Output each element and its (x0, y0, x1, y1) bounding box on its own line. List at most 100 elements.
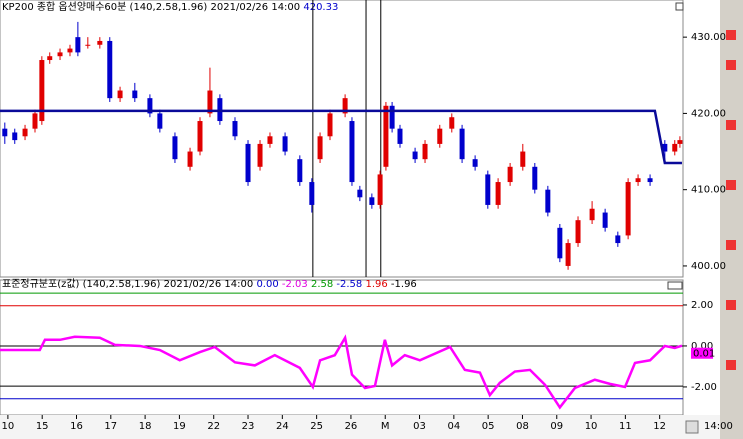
candle-body (357, 189, 363, 198)
x-tick-label: 19 (173, 421, 186, 432)
x-tick-label: 26 (345, 421, 358, 432)
candle-body (97, 40, 103, 45)
x-tick-label: 25 (310, 421, 323, 432)
x-end-label: 14:00 (704, 421, 733, 432)
candle-body (132, 90, 138, 99)
candle-body (157, 113, 163, 129)
candle-body (172, 136, 178, 160)
last-value: 420.33 (303, 2, 338, 13)
zoom-button[interactable] (685, 420, 699, 434)
candle-body (32, 113, 38, 129)
candle-body (47, 56, 53, 61)
level-line (0, 109, 682, 165)
candle-body (342, 98, 348, 114)
candle-body (575, 220, 581, 244)
readout: 1.96 (365, 279, 387, 290)
x-tick-label: 22 (207, 421, 220, 432)
title: KP200 종합 옵션양매수60분 (2, 1, 126, 13)
x-tick-label: 23 (242, 421, 255, 432)
candle-body (369, 197, 375, 205)
x-tick-label: 09 (550, 421, 563, 432)
candle-body (117, 90, 123, 99)
title: 표준정규분포(z값) (2, 278, 80, 290)
candle-body (397, 128, 403, 144)
x-tick-label: 03 (413, 421, 426, 432)
candle-body (2, 128, 8, 137)
datetime: 2021/02/26 14:00 (211, 2, 301, 13)
y-tick-label: 420.00 (691, 108, 726, 119)
candle-body (565, 243, 571, 266)
x-tick-label: 10 (585, 421, 598, 432)
candle-body (245, 143, 251, 183)
candle-body (485, 174, 491, 205)
candle-body (317, 136, 323, 160)
readout: -1.96 (391, 279, 417, 290)
readout: -2.03 (282, 279, 308, 290)
candle-body (309, 182, 315, 205)
candle-body (647, 178, 653, 183)
candle-body (532, 166, 538, 190)
x-tick-label: 24 (276, 421, 289, 432)
candle-body (327, 113, 333, 137)
params: (140,2.58,1.96) (130, 2, 208, 13)
candle-body (412, 151, 418, 160)
params: (140,2.58,1.96) (83, 279, 161, 290)
y-tick-label: -2.00 (691, 382, 717, 393)
candle-body (422, 143, 428, 160)
readout: 0.00 (256, 279, 278, 290)
candle-body (207, 90, 213, 114)
y-tick-label: 0.00 (691, 341, 713, 352)
x-tick-label: 17 (104, 421, 117, 432)
current-value-box (691, 347, 713, 359)
y-tick-label: 410.00 (691, 185, 726, 196)
panel-button[interactable] (667, 281, 683, 290)
candle-body (437, 128, 443, 144)
panel-button[interactable] (675, 2, 684, 11)
candle-body (85, 44, 91, 46)
candle-body (495, 182, 501, 205)
candle-body (12, 132, 18, 141)
candle-body (232, 121, 238, 137)
candle-body (67, 48, 73, 53)
z-line (0, 334, 683, 410)
price-frame (0, 0, 684, 278)
readout: -2.58 (336, 279, 362, 290)
candle-body (282, 136, 288, 152)
candle-body (257, 143, 263, 167)
candle-body (662, 143, 668, 152)
candle-body (589, 208, 595, 221)
candle-body (389, 105, 395, 129)
candle-body (449, 117, 455, 129)
panel-title: 표준정규분포(z값) (140,2.58,1.96) 2021/02/26 14… (2, 278, 417, 290)
y-tick-label: 400.00 (691, 261, 726, 272)
side-panel (720, 0, 743, 439)
candle-body (267, 136, 273, 144)
x-tick-label: 15 (36, 421, 49, 432)
candle-body (520, 151, 526, 167)
candle-body (545, 189, 551, 213)
candle-body (635, 178, 641, 183)
x-tick-label: 16 (70, 421, 83, 432)
candle-body (39, 60, 45, 122)
candle-body (349, 121, 355, 183)
candle-body (383, 105, 389, 167)
candle-body (107, 40, 113, 99)
x-tick-label: 08 (516, 421, 529, 432)
candle-body (472, 159, 478, 167)
candle-body (187, 151, 193, 167)
candle-body (615, 235, 621, 244)
x-tick-label: 10 (2, 421, 15, 432)
x-tick-label: 12 (653, 421, 666, 432)
candle-body (602, 212, 608, 228)
panel-title: KP200 종합 옵션양매수60분 (140,2.58,1.96) 2021/0… (2, 1, 338, 13)
x-axis-strip (0, 415, 720, 439)
candle-body (557, 227, 563, 259)
y-tick-label: 2.00 (691, 300, 713, 311)
candle-body (459, 128, 465, 160)
x-tick-label: 05 (482, 421, 495, 432)
candle-body (672, 143, 678, 152)
candle-body (147, 98, 153, 114)
